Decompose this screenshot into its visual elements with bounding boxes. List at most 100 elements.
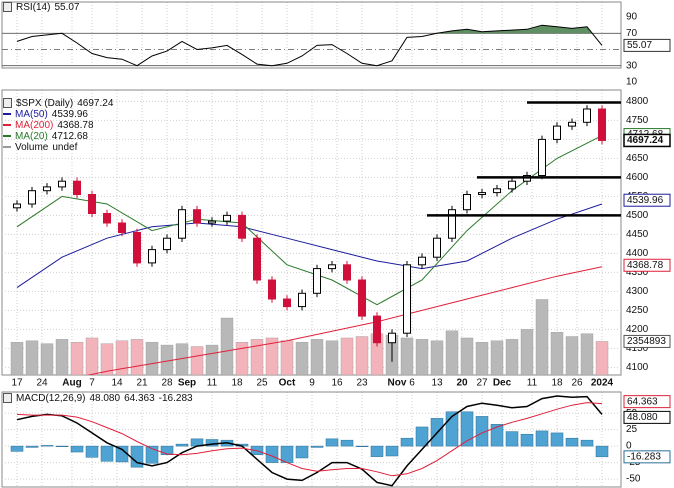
y-tick-label: 4400 <box>626 248 649 259</box>
ma-last: 4539.96 <box>51 109 88 120</box>
volume-bar <box>355 336 369 375</box>
y-tick-label: 4800 <box>626 96 649 107</box>
icon <box>3 98 12 109</box>
ma-legend: MA(50) 4539.96 MA(200) 4368.78 MA(20) 4712.68 <box>3 109 117 142</box>
candle-body <box>283 298 291 308</box>
x-tick-label: Oct <box>279 378 296 389</box>
macd-histogram-bar <box>205 439 219 447</box>
value-box-label: 4368.78 <box>627 260 664 271</box>
candle-body <box>328 264 336 270</box>
macd-histogram-bar <box>310 445 324 448</box>
ma-name: MA(50) <box>15 109 48 120</box>
volume-bar <box>115 340 129 375</box>
candle-body <box>178 209 186 239</box>
candle-body <box>118 222 126 233</box>
candle-body <box>583 108 591 123</box>
price-title: $SPX (Daily) <box>16 98 74 109</box>
x-tick-label: 2024 <box>591 378 614 389</box>
y-tick-label: 4200 <box>626 324 649 335</box>
y-tick-label: 4450 <box>626 229 649 240</box>
x-tick-label: 9 <box>309 378 315 389</box>
x-tick-label: 13 <box>431 378 443 389</box>
volume-bar <box>100 343 114 375</box>
volume-bar <box>10 342 24 375</box>
y-tick-label: 4100 <box>626 362 649 373</box>
rsi-title: RSI(14) <box>16 2 51 13</box>
x-tick-label: 20 <box>456 378 468 389</box>
x-tick-label: 26 <box>571 378 583 389</box>
candle-body <box>493 188 501 194</box>
macd-histogram-bar <box>340 439 354 447</box>
y-tick-label: 4250 <box>626 305 649 316</box>
candle-body <box>508 180 516 190</box>
ma-legend-entry: MA(20) 4712.68 <box>3 131 117 142</box>
candle-body <box>238 214 246 239</box>
macd-histogram-bar <box>505 431 519 447</box>
moving-average <box>16 135 603 306</box>
candle-body <box>13 203 21 209</box>
value-box <box>623 38 671 52</box>
candle-body <box>358 279 366 317</box>
macd-histogram-bar <box>520 433 534 447</box>
macd-histogram-bar <box>160 445 174 455</box>
candle-body <box>133 232 141 264</box>
candle-body <box>103 213 111 224</box>
macd-histogram-bar <box>535 430 549 447</box>
macd-tick-label: 25 <box>626 424 638 435</box>
macd-histogram-bar <box>295 445 309 459</box>
x-tick-label: Aug <box>62 378 81 389</box>
candle-body <box>598 108 606 141</box>
volume-bar <box>415 339 429 375</box>
volume-bar <box>595 341 609 375</box>
moving-average <box>16 203 603 289</box>
y-tick-label: 4350 <box>626 267 649 278</box>
volume-bar <box>55 339 69 375</box>
price-last: 4697.24 <box>77 98 114 109</box>
macd-histogram-bar <box>70 445 84 453</box>
macd-histogram-bar <box>85 445 99 458</box>
ma-last: 4712.68 <box>51 131 88 142</box>
candle-body <box>433 237 441 258</box>
macd-histogram-bar <box>100 445 114 462</box>
candle-body <box>43 186 51 192</box>
y-tick-label: 4500 <box>626 210 649 221</box>
macd-histogram-bar <box>475 416 489 447</box>
swatch <box>3 146 11 149</box>
x-tick-label: 14 <box>111 378 123 389</box>
value-box-label: 55.07 <box>627 40 652 51</box>
candle-body <box>373 315 381 344</box>
volume-bar <box>265 337 279 375</box>
candle-body <box>568 121 576 127</box>
x-tick-label: 7 <box>89 378 95 389</box>
value-box <box>623 450 671 464</box>
macd-histogram-bar <box>490 424 504 447</box>
ma-last: 4368.78 <box>57 120 94 131</box>
candle-body <box>253 237 261 281</box>
candle-body <box>418 256 426 266</box>
volume-bar <box>565 336 579 375</box>
candle-body <box>268 279 276 300</box>
icon <box>3 2 12 13</box>
icon <box>3 393 12 404</box>
signal-last: 64.363 <box>124 393 155 404</box>
candle-body <box>553 125 561 140</box>
volume-bar <box>235 342 249 375</box>
macd-histogram-bar <box>595 445 609 458</box>
volume-bar <box>400 337 414 375</box>
volume-bar <box>130 339 144 375</box>
x-tick-label: 25 <box>256 378 268 389</box>
macd-tick-label: 0 <box>626 441 632 452</box>
panel-frame <box>1 391 622 488</box>
value-box <box>623 193 671 207</box>
volume-bar <box>580 333 594 375</box>
macd-histogram-bar <box>10 445 24 452</box>
volume-bar <box>190 346 204 375</box>
ma-legend-entry: MA(50) 4539.96 <box>3 109 117 120</box>
value-box <box>623 334 671 348</box>
y-tick-label: 4750 <box>626 115 649 126</box>
rsi-line <box>16 24 603 67</box>
volume-bar <box>145 342 159 375</box>
rsi-overbought-area <box>437 25 593 34</box>
macd-histogram-bar <box>40 445 54 447</box>
volume-name: Volume <box>15 142 49 153</box>
